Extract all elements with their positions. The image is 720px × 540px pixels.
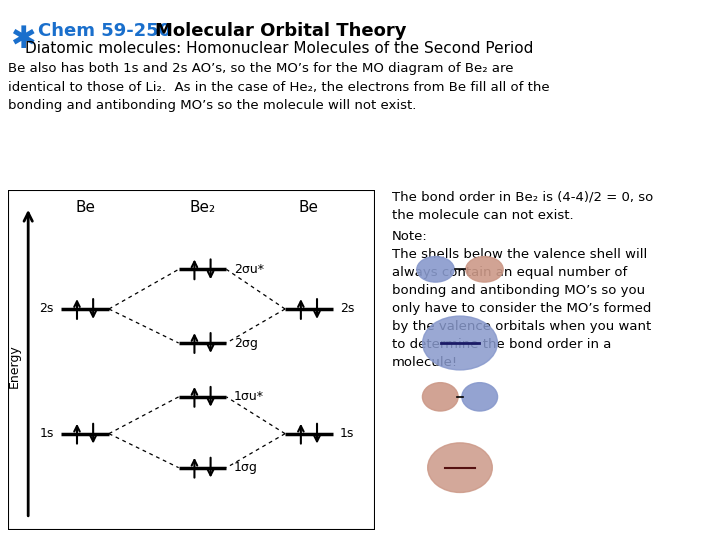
Ellipse shape [423,383,458,411]
Text: 1σu*: 1σu* [234,390,264,403]
Text: Diatomic molecules: Homonuclear Molecules of the Second Period: Diatomic molecules: Homonuclear Molecule… [25,41,534,56]
Text: Note:
The shells below the valence shell will
always contain an equal number of
: Note: The shells below the valence shell… [392,230,652,369]
Text: 2σg: 2σg [234,336,258,349]
Text: Be₂: Be₂ [189,199,215,214]
Text: Be: Be [299,199,319,214]
Text: Molecular Orbital Theory: Molecular Orbital Theory [155,22,407,40]
Text: 1s: 1s [40,427,54,440]
Text: Be also has both 1s and 2s AO’s, so the MO’s for the MO diagram of Be₂ are
ident: Be also has both 1s and 2s AO’s, so the … [8,62,549,112]
Text: 2s: 2s [340,302,354,315]
Text: Be: Be [75,199,95,214]
Ellipse shape [462,383,498,411]
FancyBboxPatch shape [8,190,375,530]
Ellipse shape [428,443,492,492]
Text: 1s: 1s [340,427,354,440]
Text: Energy: Energy [8,344,21,388]
Ellipse shape [423,316,498,370]
Ellipse shape [466,256,503,282]
Text: The bond order in Be₂ is (4-4)/2 = 0, so
the molecule can not exist.: The bond order in Be₂ is (4-4)/2 = 0, so… [392,191,653,222]
Text: ✱: ✱ [10,25,35,54]
Text: 2σu*: 2σu* [234,263,264,276]
Ellipse shape [417,256,454,282]
Text: 2s: 2s [40,302,54,315]
Text: 1σg: 1σg [234,461,258,474]
Text: Chem 59-250: Chem 59-250 [38,22,171,40]
